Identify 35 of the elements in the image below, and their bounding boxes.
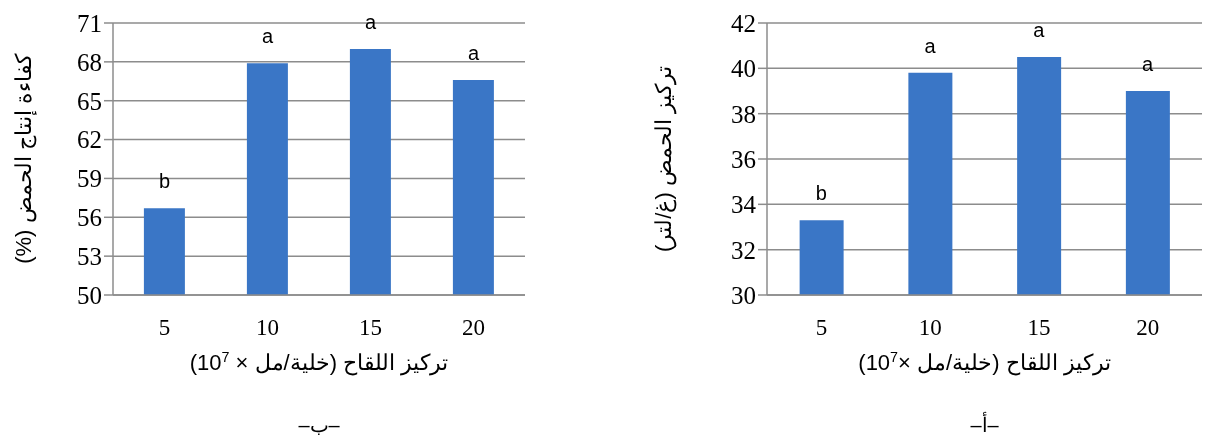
annotation: a [467, 41, 480, 64]
y-tick-label: 42 [731, 9, 756, 37]
y-tick-label: 68 [77, 48, 102, 76]
y-tick-label: 59 [77, 165, 102, 193]
annotation: a [1033, 19, 1046, 41]
y-tick-label: 32 [731, 236, 756, 264]
x-tick-label: 15 [359, 315, 382, 341]
text: –ب– [297, 413, 341, 437]
y-tick-label: 53 [77, 243, 102, 271]
y-tick-label: 38 [731, 100, 756, 128]
x-tick-label: 20 [462, 315, 485, 341]
text: –أ– [969, 413, 1000, 437]
y-tick-label: 50 [77, 281, 102, 309]
annotation: b [815, 182, 827, 205]
x-tick-label: 20 [1136, 315, 1160, 341]
y-tick-label: 71 [77, 9, 102, 37]
x-tick-label: 15 [1027, 315, 1051, 341]
y-tick-label: 34 [731, 191, 757, 219]
annotation: b [158, 170, 171, 193]
x-tick-label: 10 [918, 315, 942, 341]
y-axis-title: كفاءة إنتاج الحمض (%) [11, 53, 37, 264]
y-axis-title: تركيز الحمض (غ/لتر) [651, 66, 677, 252]
y-tick-label: 56 [77, 204, 102, 232]
y-tick-label: 30 [731, 281, 756, 309]
x-tick-label: 5 [158, 315, 171, 341]
annotation: a [1142, 53, 1155, 75]
x-tick-label: 5 [815, 315, 828, 341]
y-tick-label: 40 [731, 55, 756, 83]
annotation: a [364, 10, 377, 33]
y-tick-label: 36 [731, 145, 756, 173]
y-tick-label: 62 [77, 126, 102, 154]
annotation: a [924, 34, 937, 57]
x-tick-label: 10 [256, 315, 279, 341]
annotation: a [261, 25, 274, 48]
y-tick-label: 65 [77, 87, 102, 115]
